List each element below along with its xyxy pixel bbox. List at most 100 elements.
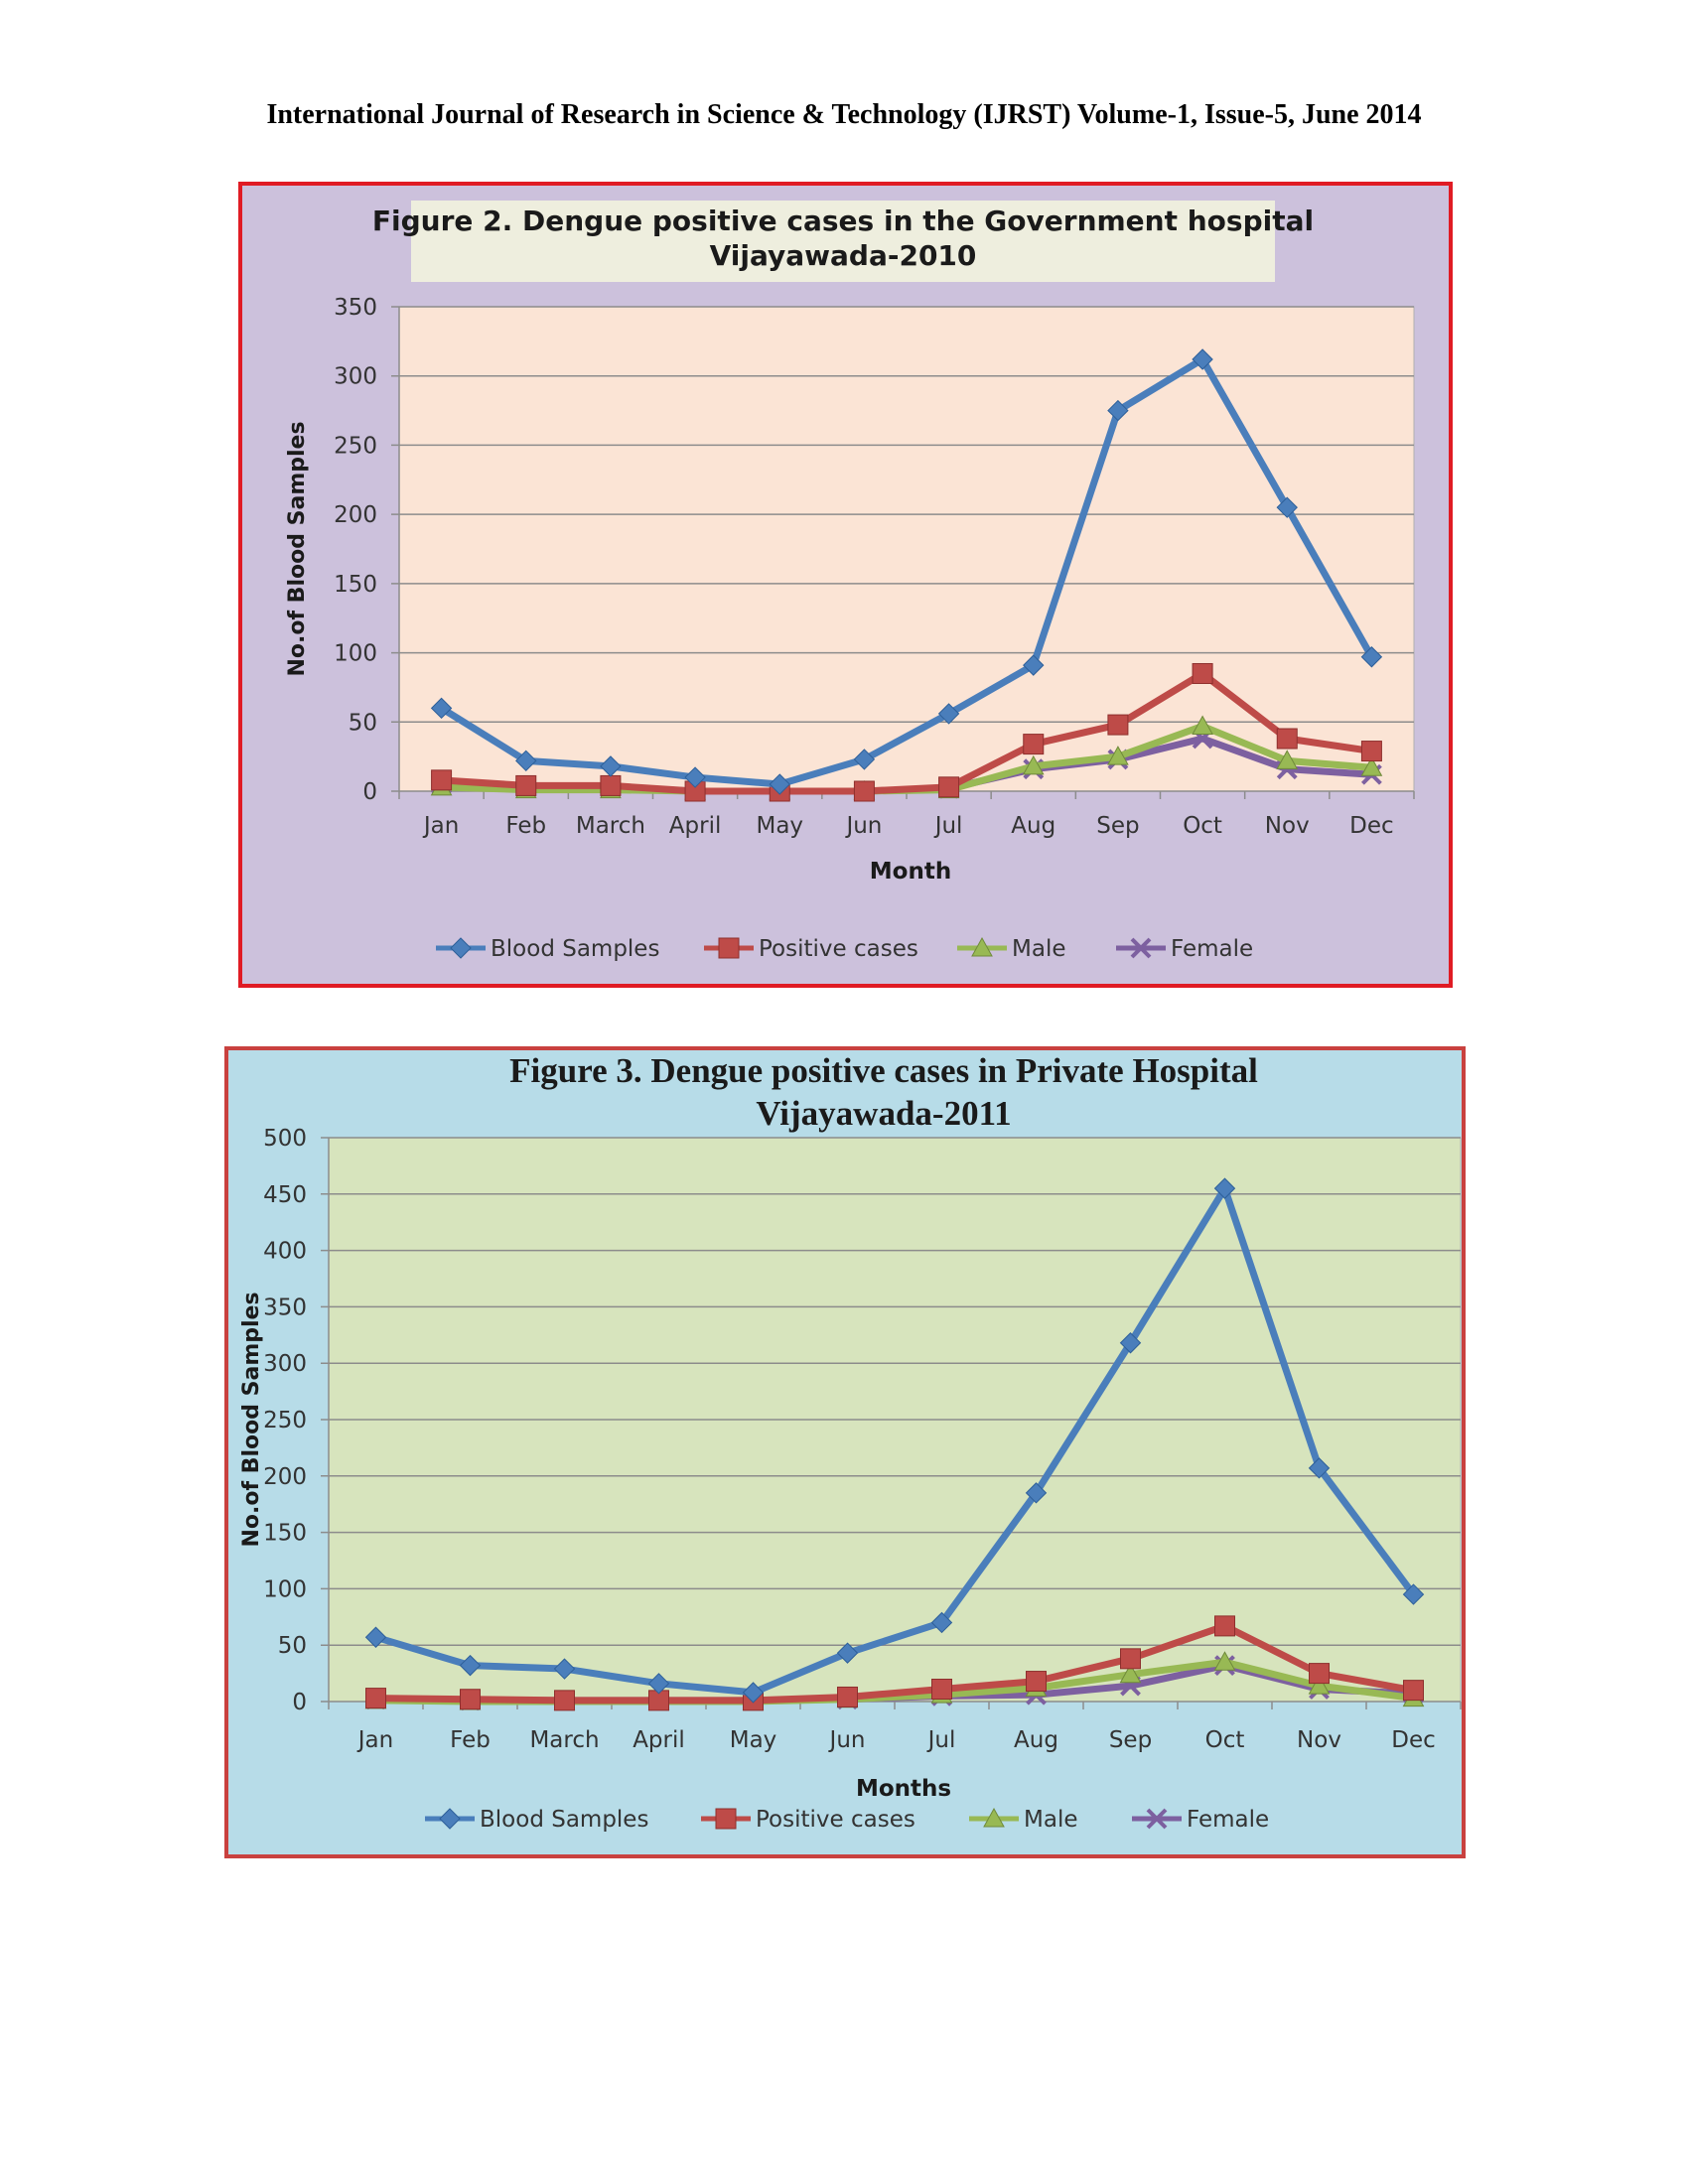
y-tick-label: 100 [334, 641, 377, 667]
data-point [1276, 750, 1299, 769]
legend-label: Male [1024, 1807, 1077, 1833]
x-tick-label: Feb [505, 813, 546, 839]
y-tick-label: 0 [292, 1690, 307, 1715]
legend-label: Positive cases [759, 936, 918, 962]
data-point [1192, 662, 1213, 684]
legend-marker [450, 937, 472, 959]
figure-3-svg: Figure 3. Dengue positive cases in Priva… [239, 1051, 1462, 1833]
x-tick-label: Jan [356, 1727, 393, 1753]
data-point [1402, 1583, 1425, 1605]
figure-2-chart: Figure 2. Dengue positive cases in the G… [238, 182, 1453, 988]
x-tick-label: Sep [1109, 1727, 1152, 1753]
legend-item: Male [969, 1807, 1077, 1833]
y-tick-label: 100 [263, 1576, 307, 1602]
x-tick-label: Jun [828, 1727, 866, 1753]
series-blood-samples [430, 348, 1383, 795]
x-tick-label: May [756, 813, 803, 839]
data-point [1360, 741, 1382, 762]
data-point [1308, 1675, 1331, 1695]
data-point [430, 697, 453, 720]
data-point [1120, 1648, 1141, 1670]
data-point [1119, 1663, 1142, 1684]
data-point [1023, 654, 1045, 676]
legend-marker [718, 937, 740, 959]
x-tick-label: Oct [1183, 813, 1222, 839]
x-tick-label: Nov [1265, 813, 1310, 839]
data-point [365, 1688, 386, 1709]
data-point [1213, 1177, 1236, 1199]
legend-item: Blood Samples [425, 1807, 648, 1833]
x-axis-title: Months [856, 1776, 951, 1802]
x-tick-label: May [730, 1727, 777, 1753]
data-point [1214, 1615, 1235, 1637]
legend-marker [1130, 937, 1152, 959]
series-line [438, 669, 1375, 795]
data-point [1107, 714, 1129, 736]
y-tick-label: 350 [263, 1295, 307, 1320]
y-axis-title: No.of Blood Samples [285, 421, 310, 676]
chart-title: Figure 2. Dengue positive cases in the G… [372, 205, 1314, 237]
data-point [1022, 754, 1045, 775]
x-axis-title: Month [870, 859, 951, 885]
x-tick-label: March [529, 1727, 599, 1753]
data-point [1107, 746, 1129, 765]
data-point [647, 1673, 670, 1695]
series-blood-samples [364, 1177, 1425, 1704]
y-tick-label: 50 [278, 1633, 307, 1659]
y-tick-label: 450 [263, 1182, 307, 1208]
legend-marker [1146, 1808, 1168, 1830]
y-axis-title: No.of Blood Samples [239, 1292, 264, 1547]
data-point [1276, 496, 1298, 518]
legend-label: Female [1187, 1807, 1269, 1833]
x-tick-label: Nov [1297, 1727, 1341, 1753]
data-point [1107, 399, 1129, 422]
data-point [769, 773, 790, 795]
chart-title: Figure 3. Dengue positive cases in Priva… [509, 1051, 1258, 1090]
data-point [930, 1611, 953, 1634]
data-point [1360, 756, 1383, 776]
x-tick-label: Jun [844, 813, 882, 839]
x-tick-label: April [633, 1727, 685, 1753]
data-point [600, 774, 622, 796]
data-point [553, 1658, 576, 1680]
data-point [1276, 728, 1298, 750]
data-point [1309, 1663, 1330, 1685]
x-tick-label: Sep [1096, 813, 1139, 839]
data-point [460, 1689, 481, 1710]
chart-subtitle: Vijayawada-2011 [756, 1094, 1011, 1133]
legend-item: Positive cases [701, 1807, 915, 1833]
title-box [411, 201, 1275, 282]
data-point [431, 769, 453, 791]
data-point [515, 774, 537, 796]
legend-label: Blood Samples [480, 1807, 648, 1833]
legend-marker [715, 1808, 737, 1830]
x-tick-label: Jan [422, 813, 459, 839]
data-point [837, 1686, 858, 1707]
data-point [1119, 1332, 1142, 1354]
x-tick-label: Dec [1349, 813, 1394, 839]
legend-label: Blood Samples [491, 936, 659, 962]
data-point [937, 703, 960, 725]
legend-label: Positive cases [756, 1807, 915, 1833]
data-point [1308, 1457, 1331, 1479]
data-point [938, 776, 960, 798]
y-tick-label: 400 [263, 1239, 307, 1265]
data-point [1360, 646, 1383, 668]
chart-subtitle: Vijayawada-2010 [710, 239, 977, 272]
x-tick-label: Aug [1011, 813, 1055, 839]
legend-marker [971, 936, 993, 957]
series-positive-cases [365, 1615, 1424, 1711]
legend-item: Female [1132, 1807, 1269, 1833]
y-tick-label: 0 [362, 779, 377, 805]
data-point [1023, 734, 1045, 755]
legend-item: Female [1116, 936, 1253, 962]
data-point [459, 1654, 482, 1677]
data-point [600, 755, 622, 777]
figure-3-chart: Figure 3. Dengue positive cases in Priva… [224, 1046, 1466, 1858]
y-tick-label: 500 [263, 1126, 307, 1152]
data-point [742, 1682, 765, 1704]
data-point [1026, 1671, 1047, 1693]
data-point [836, 1642, 859, 1664]
series-line [438, 355, 1375, 788]
y-tick-label: 250 [263, 1408, 307, 1433]
